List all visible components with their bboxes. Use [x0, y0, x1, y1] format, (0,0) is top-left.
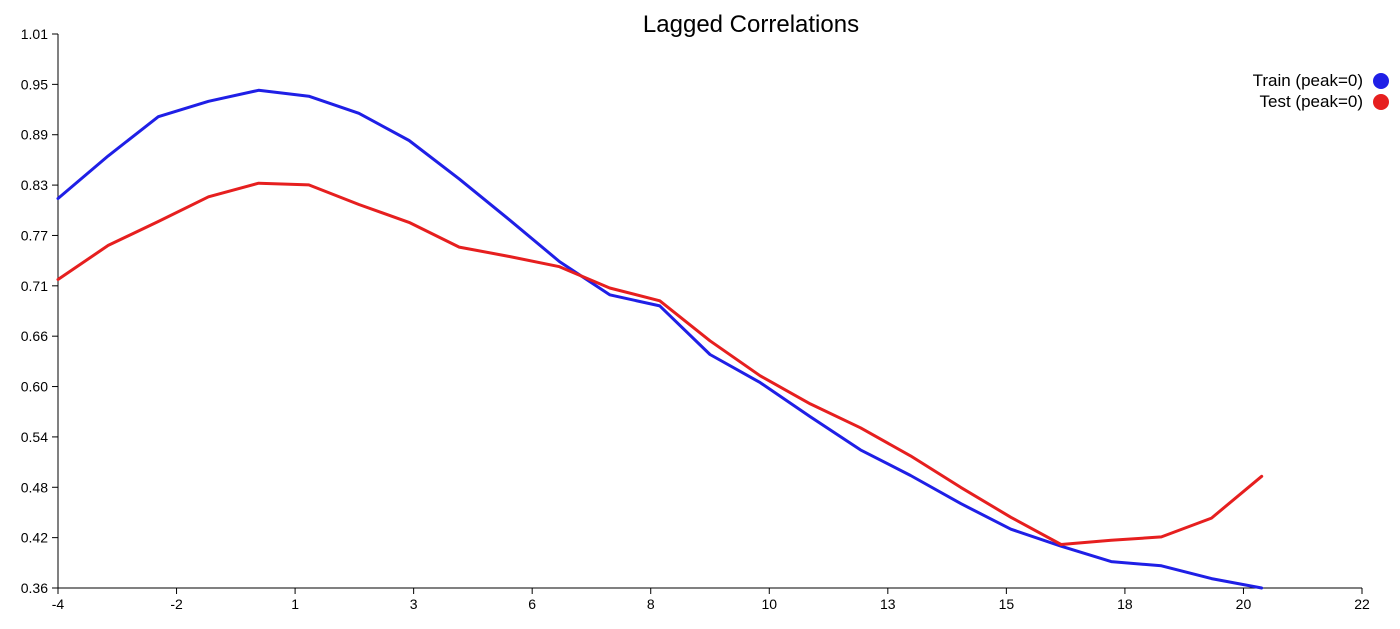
- x-tick-label: -2: [170, 596, 183, 612]
- series-line-test: [56, 181, 1264, 546]
- y-tick-label: 0.60: [21, 379, 48, 395]
- x-tick-label: 3: [410, 596, 418, 612]
- x-tick-label: 15: [999, 596, 1015, 612]
- x-tick-label: 8: [647, 596, 655, 612]
- y-tick-label: 0.36: [21, 580, 48, 596]
- y-tick-label: 1.01: [21, 26, 48, 42]
- legend-label: Train (peak=0): [1253, 71, 1363, 90]
- x-tick-label: 18: [1117, 596, 1133, 612]
- x-tick-label: 20: [1236, 596, 1252, 612]
- x-tick-label: 1: [291, 596, 299, 612]
- y-axis: 0.36 0.42 0.48 0.54 0.60 0.66 0.71 0.77 0.83 0.89…: [21, 26, 59, 596]
- series-line-train: [56, 88, 1264, 590]
- y-tick-label: 0.95: [21, 76, 48, 92]
- x-tick-label: 22: [1354, 596, 1370, 612]
- x-axis: -4 -2 1 3 6 8 10 13 15 18 20 22: [52, 587, 1370, 612]
- x-tick-label: 10: [761, 596, 777, 612]
- legend-marker-train: [1373, 73, 1389, 89]
- y-tick-label: 0.54: [21, 429, 48, 445]
- x-tick-label: -4: [52, 596, 65, 612]
- y-tick-label: 0.89: [21, 127, 48, 143]
- y-tick-label: 0.83: [21, 177, 48, 193]
- y-tick-label: 0.71: [21, 278, 48, 294]
- y-tick-label: 0.77: [21, 227, 48, 243]
- x-tick-label: 13: [880, 596, 896, 612]
- x-tick-label: 6: [528, 596, 536, 612]
- y-tick-label: 0.42: [21, 530, 48, 546]
- y-tick-label: 0.48: [21, 479, 48, 495]
- series-layer: [56, 88, 1264, 590]
- legend-label: Test (peak=0): [1260, 92, 1363, 111]
- legend-marker-test: [1373, 94, 1389, 110]
- chart-title: Lagged Correlations: [643, 11, 859, 38]
- legend: Train (peak=0) Test (peak=0): [1253, 71, 1389, 111]
- y-tick-label: 0.66: [21, 328, 48, 344]
